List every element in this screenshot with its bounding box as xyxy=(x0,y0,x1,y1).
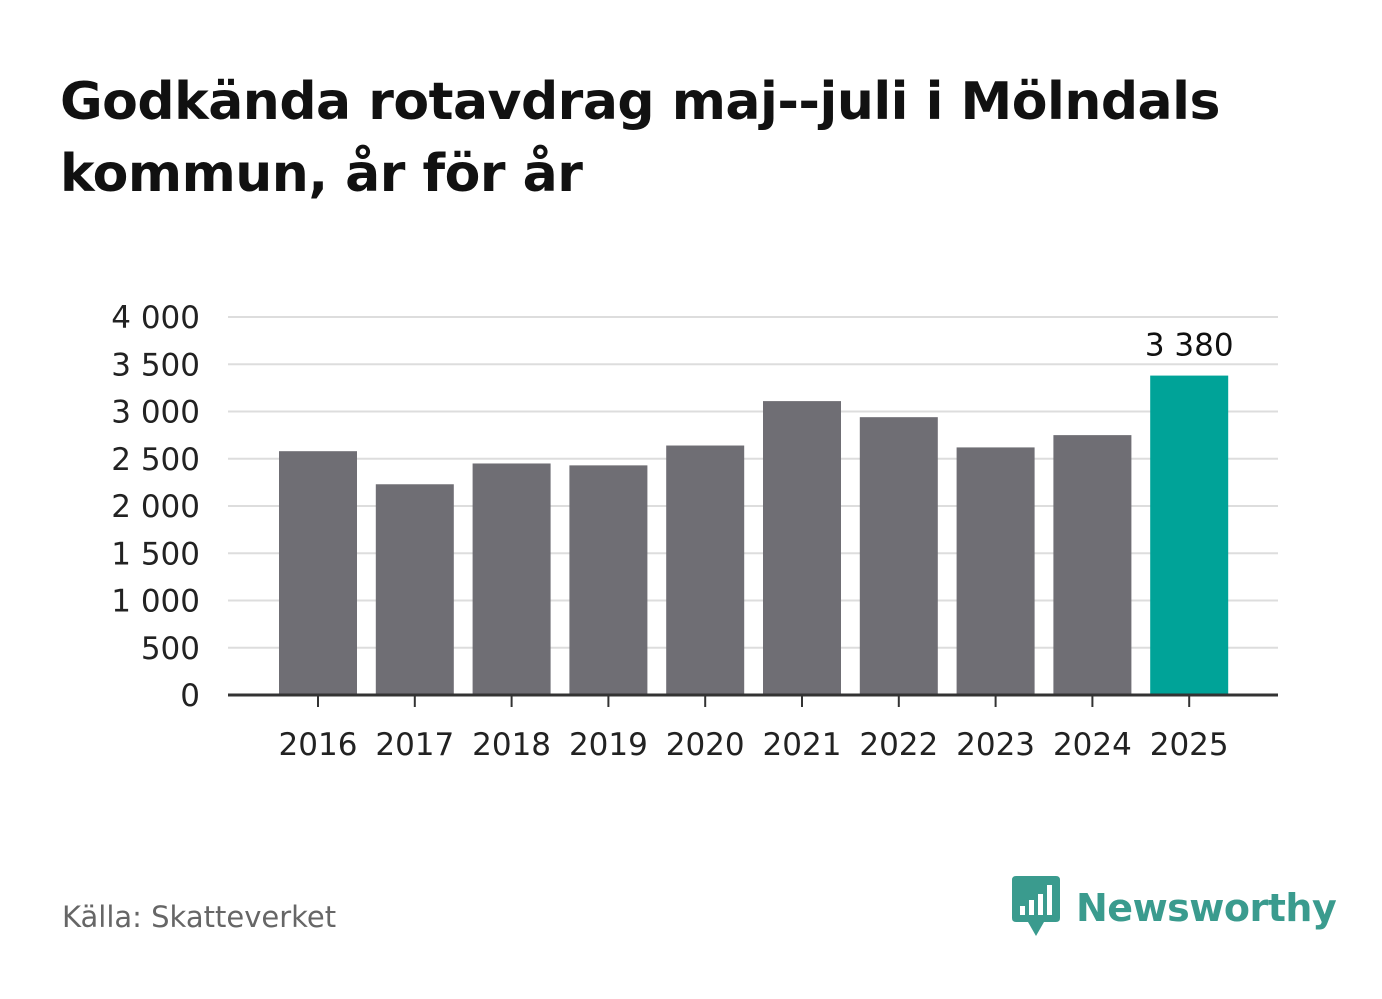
y-tick-label: 3 000 xyxy=(111,395,200,431)
bar-2018 xyxy=(472,463,551,695)
labels: 0 500 1 000 1 500 2 000 2 500 3 000 3 500 4 000 2… xyxy=(111,300,1233,763)
bar-2019 xyxy=(569,465,648,695)
bar-2021 xyxy=(763,401,841,695)
y-tick-label: 0 xyxy=(180,678,200,714)
bar-2025 xyxy=(1150,375,1229,695)
chart-title: Godkända rotavdrag maj--juli i Mölndals … xyxy=(60,72,1220,204)
y-tick-label: 1 500 xyxy=(111,536,200,572)
y-tick-label: 3 500 xyxy=(111,347,200,383)
brand-name: Newsworthy xyxy=(1076,886,1337,930)
bar-2020 xyxy=(666,445,745,695)
bar-chart-speech-bubble-icon xyxy=(1012,876,1060,936)
source-note: Källa: Skatteverket xyxy=(62,900,337,934)
y-tick-label: 2 500 xyxy=(111,442,200,478)
x-tick-label: 2018 xyxy=(472,727,551,763)
brand-logo: Newsworthy xyxy=(1010,876,1337,940)
bars xyxy=(279,375,1229,695)
bar-2024 xyxy=(1053,435,1132,695)
data-label: 3 380 xyxy=(1145,328,1234,364)
bar-2017 xyxy=(375,484,454,695)
axes xyxy=(228,693,1278,707)
x-tick-label: 2016 xyxy=(279,727,358,763)
bar-2022 xyxy=(859,417,938,695)
x-tick-label: 2020 xyxy=(666,727,745,763)
bar-2016 xyxy=(279,451,357,695)
bar-2023 xyxy=(956,447,1035,695)
x-tick-label: 2022 xyxy=(859,727,938,763)
x-tick-label: 2025 xyxy=(1150,727,1229,763)
x-tick-label: 2023 xyxy=(956,727,1035,763)
y-tick-label: 500 xyxy=(141,631,200,667)
y-tick-label: 4 000 xyxy=(111,300,200,336)
y-tick-label: 1 000 xyxy=(111,584,200,620)
y-tick-label: 2 000 xyxy=(111,489,200,525)
x-tick-label: 2019 xyxy=(569,727,648,763)
x-tick-label: 2017 xyxy=(375,727,454,763)
x-tick-label: 2024 xyxy=(1053,727,1132,763)
x-tick-label: 2021 xyxy=(763,727,842,763)
